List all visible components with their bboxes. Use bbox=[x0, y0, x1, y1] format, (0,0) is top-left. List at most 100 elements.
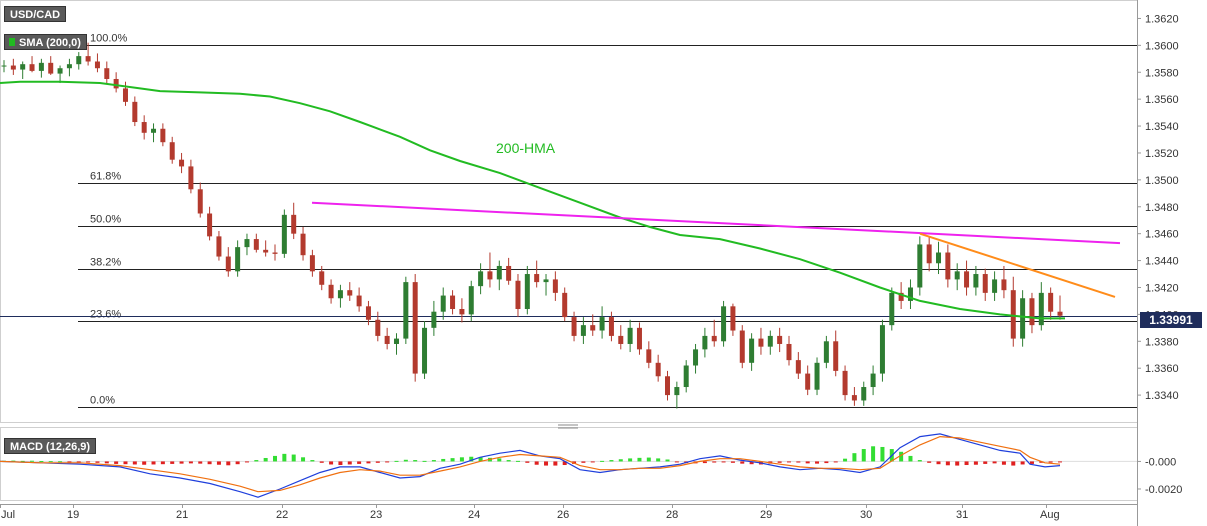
macd-histogram-bar bbox=[992, 461, 997, 464]
price-axis-tick-label: 1.3620 bbox=[1145, 13, 1179, 25]
candle-body bbox=[478, 271, 484, 287]
macd-histogram-bar bbox=[730, 461, 735, 463]
price-axis-tick-label: 1.3500 bbox=[1145, 175, 1179, 187]
macd-histogram-bar bbox=[815, 461, 820, 464]
candle-body bbox=[562, 292, 568, 318]
macd-line bbox=[0, 433, 1061, 498]
candle-body bbox=[85, 56, 91, 62]
macd-histogram-bar bbox=[160, 461, 165, 465]
candle-body bbox=[216, 236, 222, 257]
macd-histogram-bar bbox=[39, 461, 44, 463]
sma-label-text: SMA (200,0) bbox=[19, 37, 81, 49]
candle-body bbox=[524, 274, 530, 310]
candle-body bbox=[300, 233, 306, 256]
magenta-resistance-line bbox=[311, 201, 1121, 245]
candle-body bbox=[552, 279, 558, 293]
macd-histogram-bar bbox=[973, 461, 978, 465]
candle-body bbox=[879, 325, 885, 374]
candle-body bbox=[1020, 298, 1026, 339]
macd-histogram-bar bbox=[544, 461, 549, 466]
current-price-tag: 1.33991 bbox=[1140, 312, 1202, 328]
candle-body bbox=[608, 317, 614, 336]
price-axis-tick-label: 1.3540 bbox=[1145, 121, 1179, 133]
candle-body bbox=[393, 338, 399, 344]
macd-histogram-bar bbox=[394, 460, 399, 462]
candle-body bbox=[1038, 292, 1044, 326]
price-axis-tick-label: 1.3460 bbox=[1145, 229, 1179, 241]
macd-histogram-bar bbox=[796, 461, 801, 463]
macd-histogram-bar bbox=[1039, 461, 1044, 463]
macd-histogram-bar bbox=[497, 458, 502, 462]
macd-histogram-bar bbox=[917, 460, 922, 462]
candle-body bbox=[188, 166, 194, 190]
fibonacci-level-label: 100.0% bbox=[90, 33, 128, 45]
macd-histogram-bar bbox=[525, 461, 530, 463]
candle-body bbox=[207, 213, 213, 237]
candle-body bbox=[450, 295, 456, 310]
macd-histogram-bar bbox=[637, 457, 642, 462]
macd-histogram-bar bbox=[301, 457, 306, 462]
candle-body bbox=[795, 360, 801, 374]
macd-histogram-bar bbox=[983, 461, 988, 464]
candle-body bbox=[29, 64, 35, 71]
macd-histogram-bar bbox=[58, 461, 63, 463]
candle-body bbox=[1048, 292, 1054, 312]
macd-histogram-bar bbox=[805, 461, 810, 464]
candle-body bbox=[1010, 290, 1016, 339]
macd-histogram-bar bbox=[254, 460, 259, 462]
macd-histogram-bar bbox=[600, 460, 605, 462]
candle-body bbox=[599, 317, 605, 331]
candle-body bbox=[702, 335, 708, 350]
candle-body bbox=[758, 338, 764, 347]
candle-body bbox=[328, 284, 334, 299]
macd-histogram-bar bbox=[338, 461, 343, 466]
candle-body bbox=[823, 341, 829, 363]
candle-body bbox=[851, 395, 857, 401]
macd-histogram-bar bbox=[67, 461, 72, 463]
macd-histogram-bar bbox=[95, 461, 100, 463]
macd-histogram-bar bbox=[123, 461, 128, 465]
fibonacci-level-label: 23.6% bbox=[90, 309, 121, 321]
price-axis-tick-label: 1.3380 bbox=[1145, 336, 1179, 348]
candle-body bbox=[1029, 298, 1035, 326]
candle-body bbox=[655, 362, 661, 377]
macd-histogram-bar bbox=[441, 458, 446, 462]
macd-histogram-bar bbox=[609, 460, 614, 462]
candle-body bbox=[982, 274, 988, 293]
macd-histogram-bar bbox=[450, 458, 455, 462]
time-axis-label: 22 bbox=[276, 509, 288, 521]
macd-histogram-bar bbox=[469, 456, 474, 462]
macd-histogram-bar bbox=[86, 461, 91, 463]
macd-histogram-bar bbox=[1020, 461, 1025, 465]
macd-histogram-bar bbox=[403, 459, 408, 462]
candle-body bbox=[936, 252, 942, 264]
candle-body bbox=[169, 142, 175, 160]
time-axis-label: 23 bbox=[370, 509, 382, 521]
macd-histogram-bar bbox=[777, 461, 782, 463]
main-panel-frame bbox=[0, 0, 1138, 423]
time-axis-label: 19 bbox=[67, 509, 79, 521]
candle-body bbox=[10, 65, 16, 70]
macd-histogram-bar bbox=[235, 461, 240, 465]
macd-histogram-bar bbox=[20, 460, 25, 462]
macd-histogram-bar bbox=[422, 460, 427, 462]
candle-body bbox=[76, 56, 82, 65]
symbol-label[interactable]: USD/CAD bbox=[4, 6, 67, 22]
fibonacci-level-label: 61.8% bbox=[90, 171, 121, 183]
candle-body bbox=[543, 279, 549, 283]
candle-body bbox=[889, 292, 895, 326]
macd-histogram-bar bbox=[114, 461, 119, 464]
candle-body bbox=[113, 78, 119, 89]
candle-body bbox=[833, 341, 839, 371]
candle-body bbox=[534, 274, 540, 283]
candle-body bbox=[945, 252, 951, 280]
macd-axis-tick-label: -0.000 bbox=[1145, 456, 1176, 468]
candle-body bbox=[431, 311, 437, 328]
price-axis-tick-label: 1.3420 bbox=[1145, 282, 1179, 294]
candle-body bbox=[179, 159, 185, 167]
macd-indicator-label[interactable]: MACD (12,26,9) bbox=[4, 438, 97, 454]
time-axis-label: Aug bbox=[1040, 509, 1060, 521]
price-axis-tick-label: 1.3340 bbox=[1145, 390, 1179, 402]
sma-indicator-label[interactable]: SMA (200,0) bbox=[4, 34, 87, 50]
